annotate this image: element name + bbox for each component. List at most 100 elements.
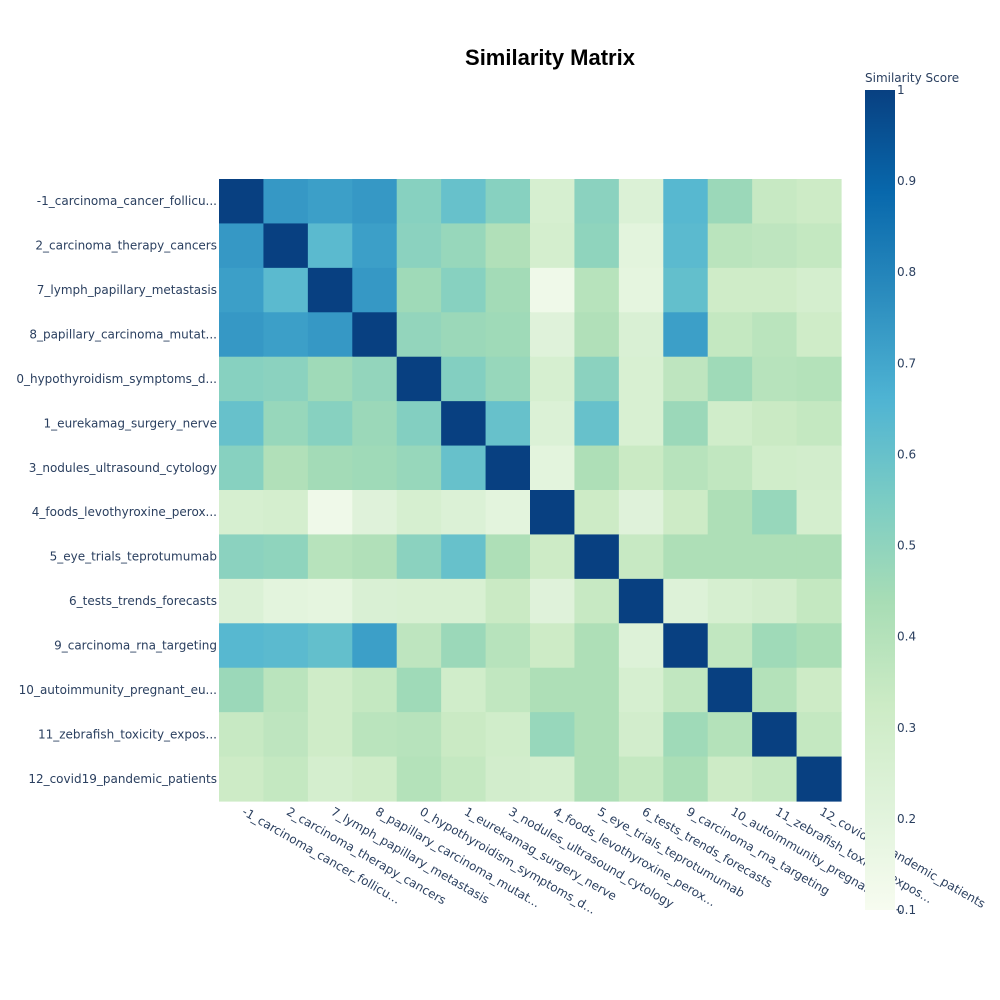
heatmap-cell — [796, 179, 842, 225]
heatmap-cell — [396, 401, 442, 447]
heatmap-cell — [618, 578, 664, 624]
heatmap-cell — [530, 312, 576, 358]
heatmap-cell — [219, 223, 265, 269]
heatmap-cell — [707, 578, 753, 624]
heatmap-cell — [441, 623, 487, 669]
heatmap-cell — [441, 179, 487, 225]
heatmap-cell — [485, 179, 531, 225]
heatmap-cell — [263, 445, 309, 491]
heatmap-cell — [219, 401, 265, 447]
heatmap-cell — [663, 667, 709, 713]
heatmap-cell — [485, 756, 531, 802]
heatmap-cell — [707, 223, 753, 269]
heatmap-cell — [396, 534, 442, 580]
heatmap-cell — [441, 401, 487, 447]
heatmap-cell — [796, 267, 842, 313]
heatmap-cell — [574, 623, 620, 669]
heatmap-cell — [307, 667, 353, 713]
heatmap-cell — [396, 445, 442, 491]
heatmap-cell — [485, 312, 531, 358]
heatmap-cell — [618, 223, 664, 269]
heatmap-cell — [307, 712, 353, 758]
heatmap-cell — [796, 223, 842, 269]
heatmap-cell — [396, 667, 442, 713]
heatmap-cell — [396, 179, 442, 225]
heatmap-cell — [663, 267, 709, 313]
colorbar-tick-label: 0.2 — [897, 812, 916, 826]
heatmap-cell — [752, 267, 798, 313]
heatmap-cell — [485, 490, 531, 536]
heatmap-cell — [618, 445, 664, 491]
heatmap-cell — [796, 623, 842, 669]
heatmap-cell — [485, 445, 531, 491]
colorbar-tick-labels: 1 0.9 0.8 0.7 0.6 0.5 0.4 0.3 0.2 0.1 — [897, 83, 916, 917]
heatmap-cell — [307, 179, 353, 225]
heatmap-cell — [307, 401, 353, 447]
heatmap-cell — [530, 490, 576, 536]
heatmap-cell — [307, 445, 353, 491]
heatmap-cell — [396, 712, 442, 758]
chart-title: Similarity Matrix — [465, 45, 636, 70]
heatmap-cell — [485, 223, 531, 269]
heatmap-cell — [530, 267, 576, 313]
heatmap-cell — [618, 623, 664, 669]
heatmap-cell — [219, 712, 265, 758]
heatmap-cell — [618, 490, 664, 536]
heatmap-cell — [352, 712, 398, 758]
heatmap-cell — [352, 490, 398, 536]
heatmap-cell — [707, 712, 753, 758]
heatmap-cell — [219, 667, 265, 713]
heatmap-cell — [574, 667, 620, 713]
heatmap-cell — [307, 534, 353, 580]
colorbar-title: Similarity Score — [865, 71, 959, 85]
heatmap-cell — [352, 445, 398, 491]
heatmap-cell — [663, 312, 709, 358]
heatmap-cell — [618, 756, 664, 802]
heatmap-cell — [307, 623, 353, 669]
heatmap-cell — [530, 712, 576, 758]
heatmap-cell — [707, 490, 753, 536]
heatmap-cell — [574, 179, 620, 225]
heatmap-cell — [307, 356, 353, 402]
heatmap-cell — [663, 490, 709, 536]
colorbar-tick-label: 0.5 — [897, 539, 916, 553]
heatmap-cell — [352, 756, 398, 802]
heatmap-cell — [352, 179, 398, 225]
heatmap-cell — [752, 756, 798, 802]
heatmap-cell — [352, 667, 398, 713]
heatmap-cell — [219, 756, 265, 802]
heatmap-cell — [219, 623, 265, 669]
colorbar-tick-label: 1 — [897, 83, 905, 97]
y-tick-label: 8_papillary_carcinoma_mutat... — [29, 328, 217, 342]
y-tick-label: 11_zebrafish_toxicity_expos... — [38, 727, 217, 741]
heatmap-cell — [263, 179, 309, 225]
heatmap-cell — [663, 445, 709, 491]
heatmap-cell — [219, 490, 265, 536]
heatmap-cell — [352, 623, 398, 669]
heatmap-cell — [663, 401, 709, 447]
heatmap-cell — [796, 667, 842, 713]
heatmap-cell — [796, 578, 842, 624]
heatmap-cell — [485, 667, 531, 713]
y-tick-label: 9_carcinoma_rna_targeting — [54, 639, 217, 653]
heatmap-cell — [441, 534, 487, 580]
heatmap-cell — [352, 223, 398, 269]
y-tick-label: 7_lymph_papillary_metastasis — [37, 283, 217, 297]
y-tick-label: -1_carcinoma_cancer_follicu... — [37, 194, 217, 208]
heatmap-cell — [219, 179, 265, 225]
y-tick-label: 0_hypothyroidism_symptoms_d... — [16, 372, 217, 386]
heatmap-cell — [663, 623, 709, 669]
colorbar-tick-label: 0.6 — [897, 447, 916, 461]
heatmap-cell — [263, 667, 309, 713]
heatmap-cell — [618, 267, 664, 313]
heatmap-cell — [574, 401, 620, 447]
heatmap-cell — [574, 267, 620, 313]
colorbar-tick-label: 0.9 — [897, 174, 916, 188]
heatmap-cell — [530, 445, 576, 491]
heatmap-cell — [263, 756, 309, 802]
y-tick-label: 1_eurekamag_surgery_nerve — [44, 416, 217, 430]
y-tick-label: 4_foods_levothyroxine_perox... — [32, 505, 217, 519]
y-tick-label: 2_carcinoma_therapy_cancers — [35, 239, 217, 253]
heatmap-cell — [441, 267, 487, 313]
